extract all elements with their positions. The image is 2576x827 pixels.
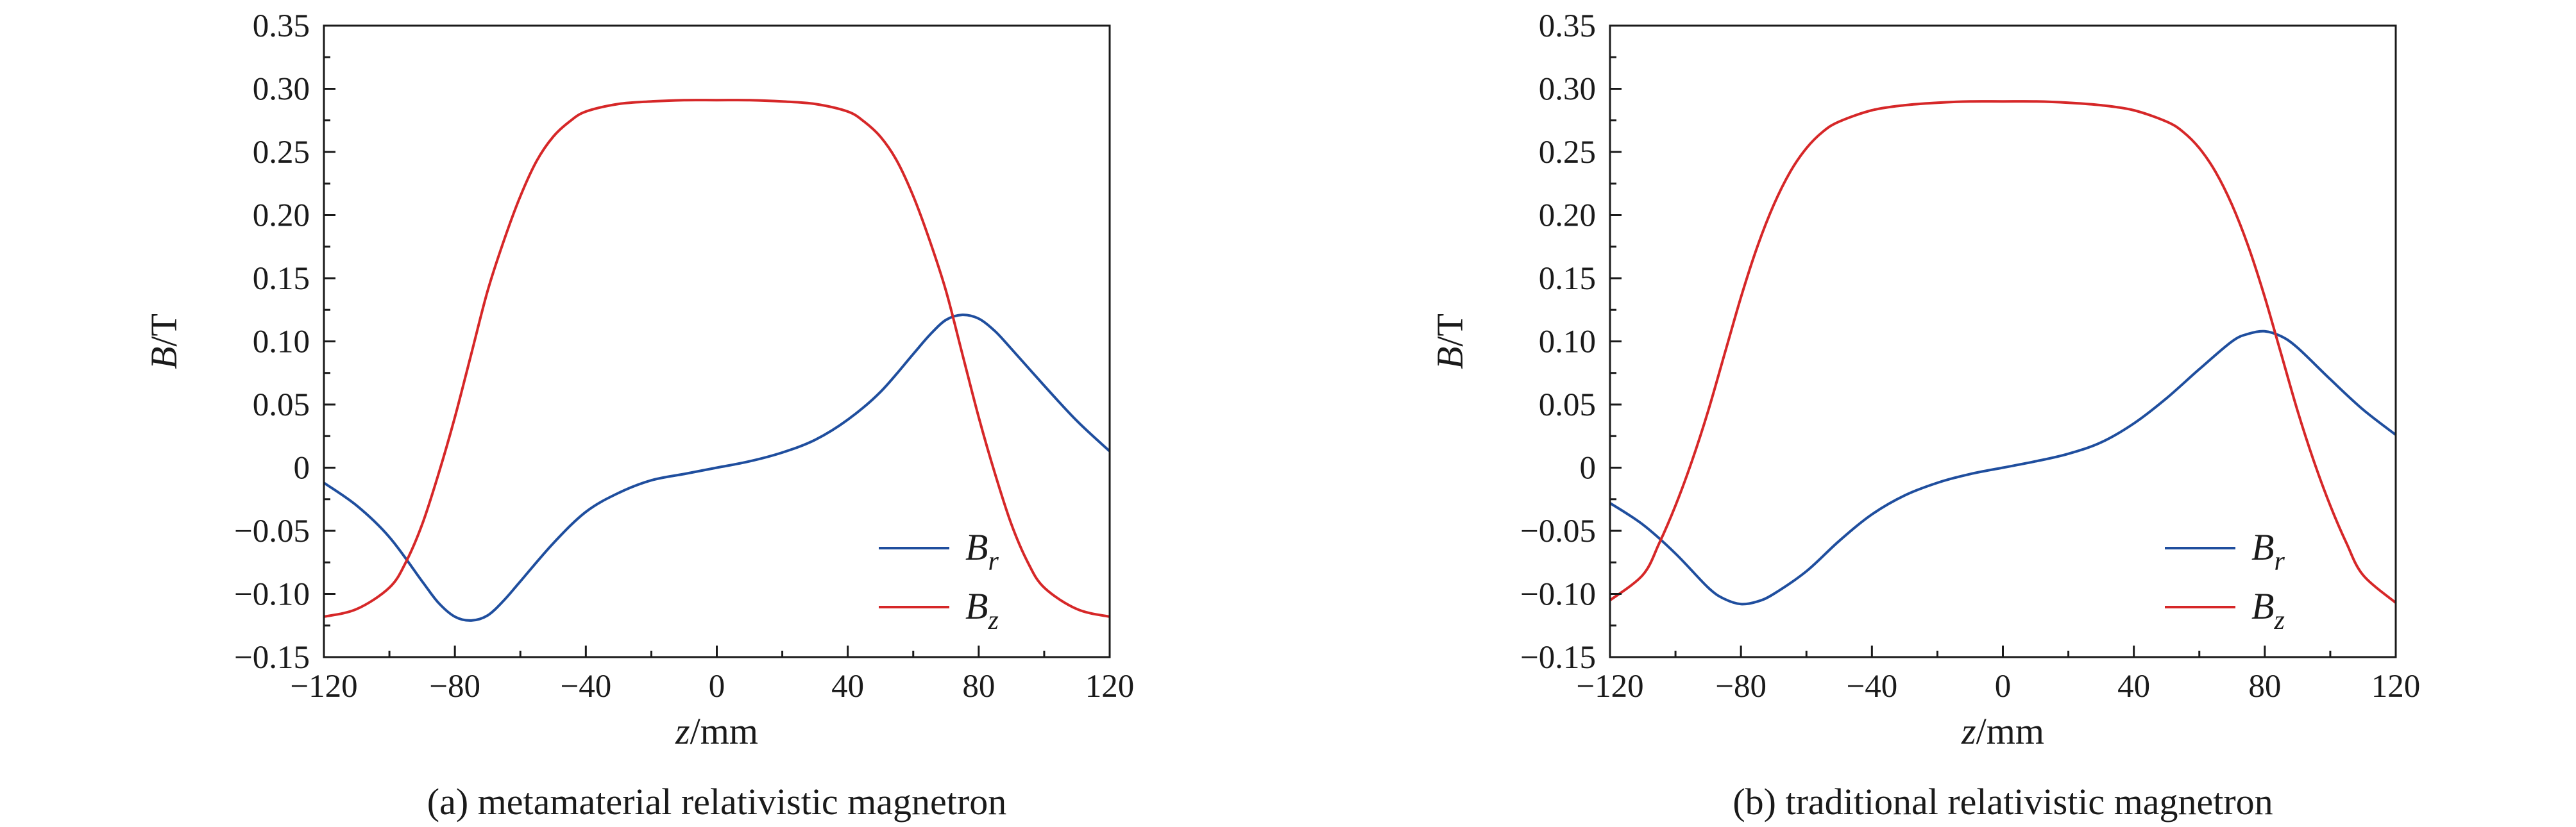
- y-tick-label: −0.15: [1520, 640, 1596, 676]
- x-tick-label: −80: [429, 669, 480, 705]
- x-tick-label: 0: [709, 669, 725, 705]
- series-line-br: [324, 313, 1110, 622]
- series-line-bz: [324, 99, 1110, 618]
- x-tick-label: 80: [962, 669, 995, 705]
- y-tick-label: 0.15: [1539, 261, 1596, 297]
- x-tick-label: 120: [2371, 669, 2421, 705]
- x-axis-label: z/mm: [1961, 710, 2044, 752]
- y-tick-label: 0.35: [1539, 8, 1596, 44]
- y-tick-label: 0.25: [1539, 135, 1596, 171]
- legend-label-bz: Bz: [965, 585, 999, 635]
- series-line-bz: [1610, 100, 2396, 605]
- y-tick-label: 0.30: [253, 72, 310, 108]
- y-tick-label: 0.25: [253, 135, 310, 171]
- y-tick-label: 0.20: [253, 198, 310, 234]
- x-tick-label: 0: [1995, 669, 2012, 705]
- panel-a: −120 −80 −40 0 40 80 120 −0.15 −0.10 −0.05 0 0.05 0.…: [143, 8, 1134, 823]
- x-tick-label: −80: [1715, 669, 1767, 705]
- x-tick-label: −120: [1576, 669, 1643, 705]
- y-tick-label: 0.10: [1539, 324, 1596, 360]
- y-tick-label: 0.15: [253, 261, 310, 297]
- panel-b: −120 −80 −40 0 40 80 120 −0.15 −0.10 −0.05 0 0.05 0.…: [1429, 8, 2420, 823]
- x-tick-label: 40: [831, 669, 864, 705]
- panel-caption: (a) metamaterial relativistic magnetron: [427, 781, 1006, 823]
- y-tick-label: −0.10: [234, 577, 310, 613]
- x-tick-label: −40: [560, 669, 611, 705]
- legend-label-bz: Bz: [2251, 585, 2285, 635]
- y-tick-label: −0.05: [1520, 514, 1596, 549]
- x-tick-label: 40: [2117, 669, 2150, 705]
- x-tick-label: 120: [1085, 669, 1135, 705]
- x-tick-label: −120: [290, 669, 357, 705]
- y-tick-label: −0.10: [1520, 577, 1596, 613]
- panel-caption: (b) traditional relativistic magnetron: [1733, 781, 2273, 823]
- x-tick-label: 80: [2248, 669, 2281, 705]
- y-tick-label: −0.15: [234, 640, 310, 676]
- y-tick-label: 0.20: [1539, 198, 1596, 234]
- y-tick-label: 0.10: [253, 324, 310, 360]
- y-tick-label: 0: [1580, 451, 1597, 487]
- legend-label-br: Br: [965, 526, 999, 576]
- y-tick-label: 0.35: [253, 8, 310, 44]
- y-axis-label: B/T: [143, 313, 185, 369]
- y-axis-label: B/T: [1429, 313, 1471, 369]
- series-group: [324, 99, 1110, 622]
- y-tick-label: 0.30: [1539, 72, 1596, 108]
- y-tick-label: 0: [294, 451, 310, 487]
- x-tick-label: −40: [1846, 669, 1897, 705]
- series-group: [1610, 100, 2396, 606]
- x-axis-label: z/mm: [675, 710, 758, 752]
- series-line-br: [1610, 330, 2396, 606]
- y-tick-label: 0.05: [1539, 387, 1596, 423]
- y-tick-label: −0.05: [234, 514, 310, 549]
- legend-label-br: Br: [2251, 526, 2285, 576]
- y-tick-label: 0.05: [253, 387, 310, 423]
